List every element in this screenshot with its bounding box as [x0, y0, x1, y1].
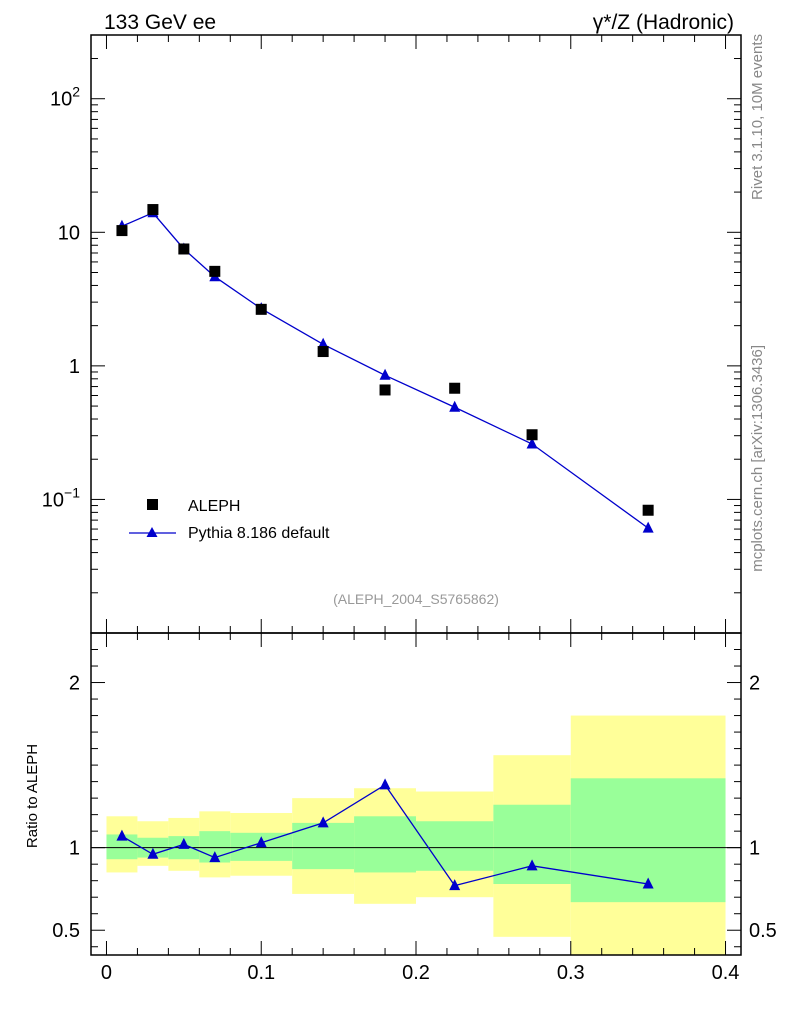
data-point-9: [642, 504, 654, 516]
ratio-series-line: [121, 784, 649, 887]
legend-label-aleph: ALEPH: [188, 498, 240, 515]
mcplots-label: mcplots.cern.ch [arXiv:1306.3436]: [749, 345, 766, 572]
ratio-band-inner-5: [292, 822, 355, 870]
ratio-ytick-label-left-0: 0.5: [52, 920, 80, 942]
data-point-2: [178, 243, 190, 255]
main-plot-marks: [116, 204, 654, 533]
legend-marker-pythia: [146, 527, 158, 537]
data-point-5: [317, 346, 329, 358]
main-ytick-label-0: 10−1: [42, 484, 80, 511]
main-ytick-label-1: 1: [69, 356, 80, 378]
ratio-xtick-label-1: 0.1: [247, 962, 275, 984]
ratio-point-7: [449, 879, 461, 891]
data-point-8: [526, 429, 538, 441]
ratio-point-2: [178, 837, 190, 849]
ratio-band-inner-6: [354, 816, 416, 873]
data-point-3: [209, 265, 221, 277]
main-frame: [90, 34, 742, 634]
analysis-watermark: (ALEPH_2004_S5765862): [333, 591, 499, 607]
ratio-ytick-label-right-0: 0.5: [749, 920, 777, 942]
main-panel: 10−1 1 10 102 (ALEPH_2004_S5765862) ALEPH P…: [42, 34, 742, 634]
header-left-label: 133 GeV ee: [104, 11, 216, 34]
ratio-y-axis-label: Ratio to ALEPH: [24, 744, 41, 848]
ratio-point-9: [642, 877, 654, 889]
ratio-point-6: [379, 778, 391, 790]
ratio-point-0: [116, 829, 128, 841]
legend-marker-aleph: [147, 499, 158, 510]
ratio-point-4: [255, 836, 267, 848]
ratio-point-3: [209, 851, 221, 863]
mc-point-6: [379, 368, 391, 380]
mc-point-7: [449, 400, 461, 412]
ratio-uncertainty-bands: [106, 715, 726, 955]
ratio-point-1: [147, 847, 159, 859]
main-ytick-label-2: 10: [58, 222, 80, 244]
data-point-4: [255, 303, 267, 315]
ratio-ytick-label-right-2: 2: [749, 673, 760, 695]
ratio-plot-marks: [91, 778, 741, 891]
ratio-ytick-label-left-1: 1: [69, 838, 80, 860]
ratio-xtick-label-2: 0.2: [402, 962, 430, 984]
mc-series-line: [121, 211, 649, 529]
ratio-band-inner-8: [493, 804, 571, 884]
ratio-xtick-label-4: 0.4: [712, 962, 740, 984]
ratio-xtick-label-0: 0: [101, 962, 112, 984]
mc-point-8: [526, 437, 538, 449]
data-point-0: [116, 225, 128, 237]
ratio-band-inner-7: [416, 821, 494, 871]
ratio-xtick-label-3: 0.3: [557, 962, 585, 984]
header-right-label: γ*/Z (Hadronic): [593, 11, 734, 34]
legend-label-pythia: Pythia 8.186 default: [188, 525, 330, 542]
data-point-7: [449, 382, 461, 394]
ratio-point-5: [317, 816, 329, 828]
ratio-axes: 0 0.1 0.2 0.3 0.4 0.5 0.5 1 1 2 2: [52, 632, 777, 984]
ratio-panel: 0 0.1 0.2 0.3 0.4 0.5 0.5 1 1 2 2 Ratio to ALEPH: [24, 632, 777, 984]
ratio-ytick-label-right-1: 1: [749, 838, 760, 860]
rivet-version-label: Rivet 3.1.10, 10M events: [749, 34, 766, 200]
data-point-6: [379, 384, 391, 396]
mc-point-9: [642, 521, 654, 533]
ratio-point-8: [526, 859, 538, 871]
main-axes: 10−1 1 10 102: [42, 34, 742, 634]
main-ytick-label-3: 102: [50, 84, 80, 111]
data-point-1: [147, 204, 159, 216]
legend: ALEPH Pythia 8.186 default: [129, 498, 330, 542]
ratio-ytick-label-left-2: 2: [69, 673, 80, 695]
